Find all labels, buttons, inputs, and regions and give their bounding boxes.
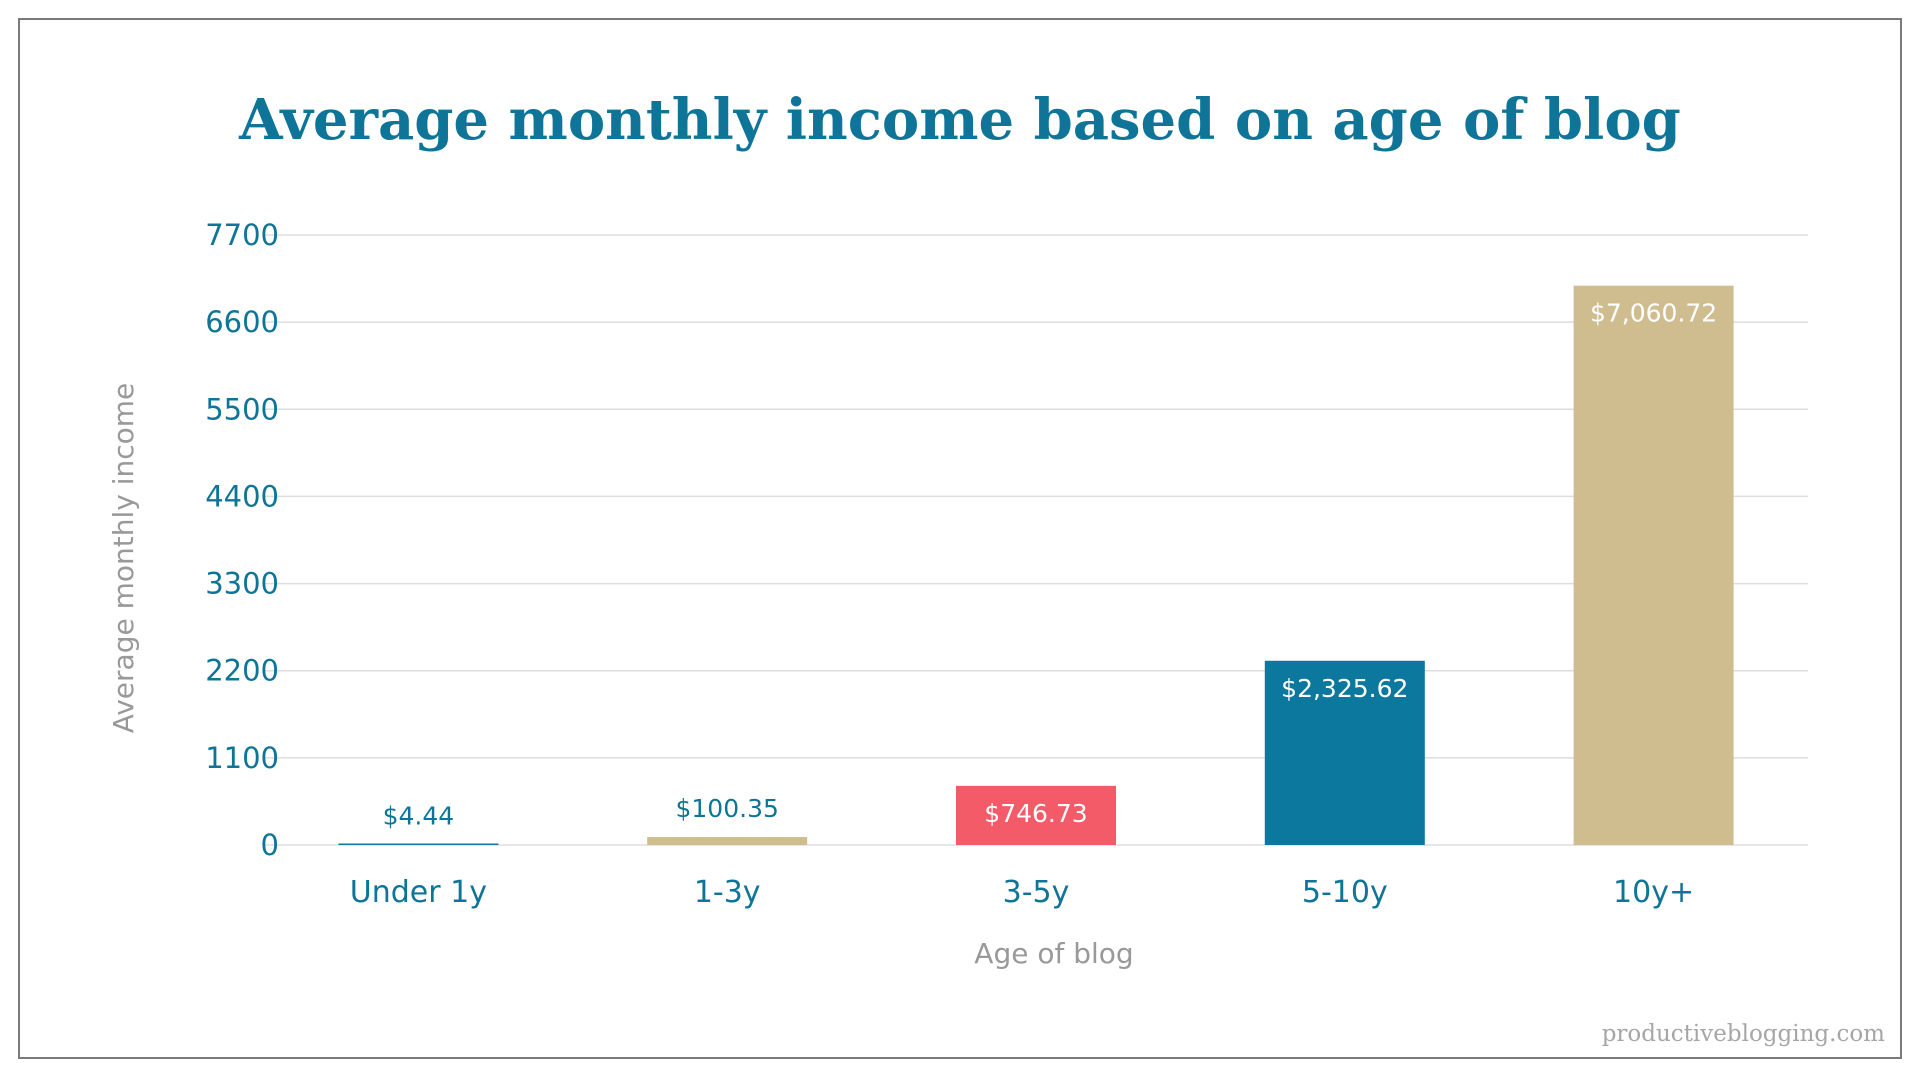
bar [647, 837, 808, 845]
x-axis-label: Age of blog [974, 937, 1133, 970]
bar [338, 843, 499, 845]
bar-value-label: $746.73 [984, 799, 1087, 828]
bar-value-label: $100.35 [676, 794, 779, 823]
y-tick-label: 1100 [205, 741, 279, 775]
y-tick-label: 2200 [205, 654, 279, 688]
bar [956, 785, 1116, 845]
watermark: productiveblogging.com [1602, 1021, 1885, 1047]
x-tick-label: 1-3y [694, 875, 761, 910]
bar [1264, 660, 1425, 845]
x-tick-label: 10y+ [1613, 875, 1694, 910]
y-axis-label: Average monthly income [107, 383, 140, 734]
gridlines [264, 234, 1808, 846]
x-tick-label: 5-10y [1302, 875, 1388, 910]
y-axis-ticks: 0 1100 2200 3300 4400 5500 6600 7700 [205, 218, 279, 862]
bar-value-label: $2,325.62 [1281, 674, 1408, 703]
y-tick-label: 7700 [205, 218, 279, 252]
chart-title: Average monthly income based on age of b… [238, 87, 1681, 153]
x-axis-ticks: Under 1y 1-3y 3-5y 5-10y 10y+ [350, 875, 1694, 910]
y-tick-label: 4400 [205, 479, 279, 513]
y-tick-label: 6600 [205, 305, 279, 339]
bar-value-label: $4.44 [383, 802, 455, 831]
y-tick-label: 3300 [205, 567, 279, 601]
bars: $4.44 $100.35 $746.73 $2,325.62 $7,060.72 [338, 285, 1734, 845]
bar-value-label: $7,060.72 [1590, 299, 1717, 328]
y-tick-label: 0 [261, 828, 279, 862]
x-tick-label: Under 1y [350, 875, 487, 910]
bar [1573, 285, 1734, 845]
x-tick-label: 3-5y [1003, 875, 1070, 910]
y-tick-label: 5500 [205, 392, 279, 426]
